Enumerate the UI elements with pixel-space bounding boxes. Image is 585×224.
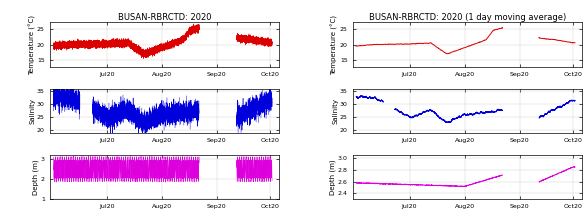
- Y-axis label: Depth (m): Depth (m): [33, 159, 39, 195]
- Y-axis label: Temperature (°C): Temperature (°C): [29, 15, 36, 75]
- Y-axis label: Salinity: Salinity: [30, 98, 36, 124]
- Y-axis label: Salinity: Salinity: [332, 98, 339, 124]
- Title: BUSAN-RBRCTD: 2020: BUSAN-RBRCTD: 2020: [118, 13, 211, 22]
- Y-axis label: Depth (m): Depth (m): [330, 159, 336, 195]
- Y-axis label: Temperature (°C): Temperature (°C): [331, 15, 339, 75]
- Title: BUSAN-RBRCTD: 2020 (1 day moving average): BUSAN-RBRCTD: 2020 (1 day moving average…: [369, 13, 566, 22]
